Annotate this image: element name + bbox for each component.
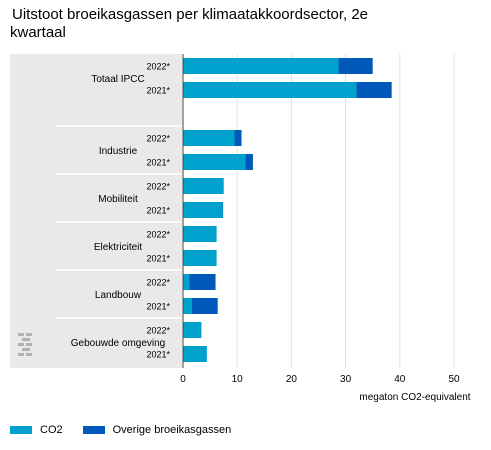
- row-label-5: 2021*: [146, 206, 170, 216]
- group-label-2: Mobiliteit: [98, 194, 138, 205]
- bar-overig-5: [222, 202, 224, 218]
- group-label-0: Totaal IPCC: [91, 74, 144, 85]
- legend-item-overig: Overige broeikasgassen: [82, 424, 232, 436]
- group-label-3: Elektriciteit: [94, 242, 143, 253]
- cbs-logo-bar: [26, 333, 32, 336]
- x-tick-label-40: 40: [394, 374, 406, 385]
- row-label-3: 2021*: [146, 158, 170, 168]
- bar-co2-0: [183, 58, 339, 74]
- bar-co2-8: [183, 274, 190, 290]
- cbs-logo-bar: [22, 348, 30, 351]
- x-tick-label-10: 10: [232, 374, 244, 385]
- group-label-1: Industrie: [99, 146, 138, 157]
- row-label-10: 2022*: [146, 326, 170, 336]
- bar-co2-4: [183, 178, 224, 194]
- chart-title-line2: kwartaal: [10, 24, 66, 41]
- bar-overig-2: [234, 130, 242, 146]
- bar-overig-4: [223, 178, 224, 194]
- bar-overig-1: [356, 82, 392, 98]
- x-axis-label: megaton CO2-equivalent: [359, 392, 470, 403]
- bar-co2-2: [183, 130, 235, 146]
- row-label-6: 2022*: [146, 230, 170, 240]
- cbs-logo-bar: [18, 343, 24, 346]
- legend-swatch-co2: [10, 426, 32, 434]
- row-label-1: 2021*: [146, 86, 170, 96]
- cbs-logo-bar: [18, 353, 24, 356]
- row-label-9: 2021*: [146, 302, 170, 312]
- row-label-11: 2021*: [146, 350, 170, 360]
- bar-overig-9: [191, 298, 218, 314]
- legend-swatch-overig: [82, 426, 105, 434]
- bar-co2-3: [183, 154, 246, 170]
- legend: CO2 Overige broeikasgassen: [10, 424, 251, 436]
- x-tick-label-20: 20: [286, 374, 298, 385]
- cbs-logo-bar: [18, 333, 24, 336]
- bar-overig-0: [338, 58, 373, 74]
- bar-co2-5: [183, 202, 223, 218]
- bar-co2-6: [183, 226, 217, 242]
- group-label-5: Gebouwde omgeving: [71, 338, 166, 349]
- row-label-0: 2022*: [146, 62, 170, 72]
- bar-co2-7: [183, 250, 217, 266]
- bar-co2-1: [183, 82, 357, 98]
- group-label-4: Landbouw: [95, 290, 142, 301]
- x-tick-label-30: 30: [340, 374, 352, 385]
- category-panel: [10, 54, 182, 368]
- bar-co2-10: [183, 322, 202, 338]
- cbs-logo-bar: [26, 343, 32, 346]
- legend-label-co2: CO2: [40, 424, 63, 436]
- bar-overig-3: [245, 154, 253, 170]
- row-label-8: 2022*: [146, 278, 170, 288]
- row-label-4: 2022*: [146, 182, 170, 192]
- cbs-logo-bar: [22, 338, 30, 341]
- cbs-logo-icon: [18, 333, 32, 356]
- chart-title: Uitstoot broeikasgassen per klimaatakkoo…: [10, 6, 480, 42]
- x-tick-label-0: 0: [180, 374, 186, 385]
- legend-label-overig: Overige broeikasgassen: [112, 424, 232, 436]
- bar-co2-11: [183, 346, 207, 362]
- bar-co2-9: [183, 298, 192, 314]
- legend-item-co2: CO2: [10, 424, 63, 436]
- x-tick-label-50: 50: [448, 374, 460, 385]
- cbs-logo-bar: [26, 353, 32, 356]
- row-label-7: 2021*: [146, 254, 170, 264]
- bar-overig-8: [189, 274, 216, 290]
- chart-title-line1: Uitstoot broeikasgassen per klimaatakkoo…: [12, 6, 369, 23]
- row-label-2: 2022*: [146, 134, 170, 144]
